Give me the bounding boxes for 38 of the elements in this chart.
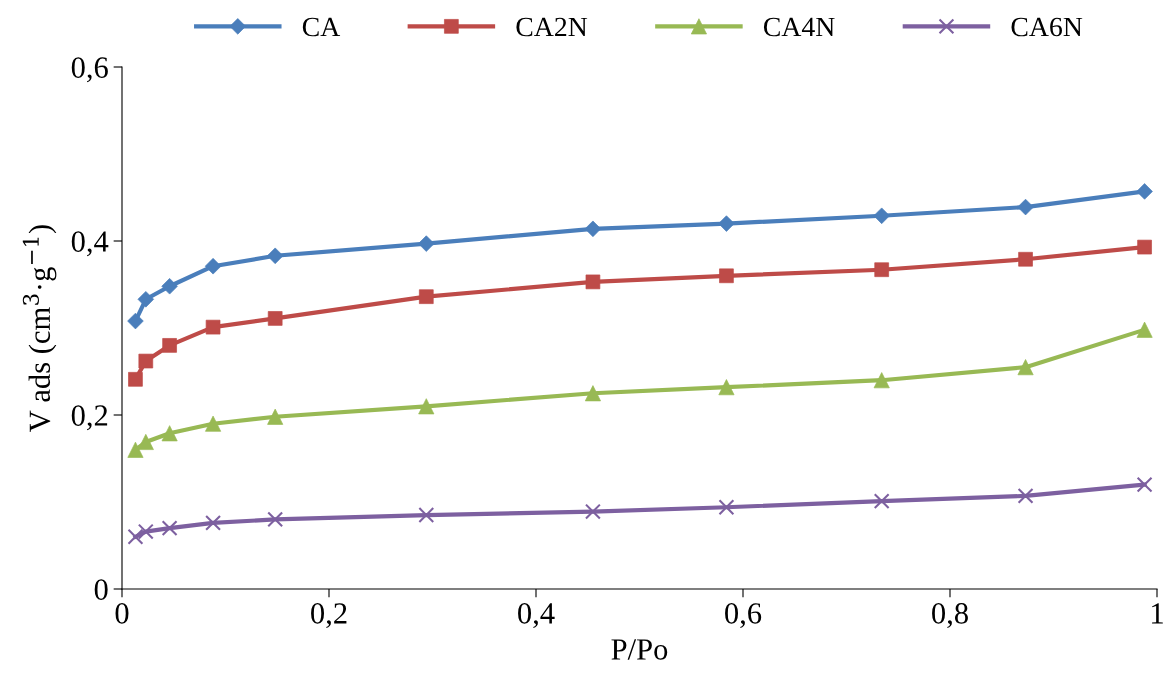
point — [584, 503, 601, 520]
point — [873, 493, 890, 510]
point — [127, 528, 144, 545]
legend-label: CA6N — [1011, 17, 1083, 37]
y-tick-label: 0,6 — [71, 57, 108, 83]
point — [161, 520, 178, 537]
x-tick-label: 0,8 — [932, 603, 968, 629]
point — [718, 499, 735, 516]
x-axis-title: P/Po — [611, 639, 668, 660]
x-tick-label: 0,6 — [725, 603, 762, 629]
x-tick-label: 0,2 — [311, 603, 347, 629]
point — [137, 523, 154, 540]
point — [138, 353, 154, 369]
legend-label: CA4N — [763, 17, 835, 37]
y-tick-label: 0 — [94, 579, 108, 600]
point — [205, 514, 222, 531]
point — [1136, 476, 1153, 493]
point — [1137, 239, 1152, 255]
point — [267, 311, 283, 326]
legend-label: CA — [302, 17, 341, 37]
point — [1017, 487, 1034, 504]
point — [161, 425, 178, 442]
y-axis-title: V ads (cm$^{3}$·g$^{−1}$) — [22, 225, 57, 432]
point — [205, 319, 221, 335]
point — [419, 289, 434, 304]
point — [137, 433, 154, 450]
x-tick-label: 0,4 — [518, 603, 555, 629]
point — [162, 338, 177, 353]
point — [127, 312, 144, 330]
legend-label: CA2N — [516, 17, 588, 37]
y-tick-label: 0,4 — [71, 231, 109, 257]
point — [418, 507, 435, 524]
point — [718, 379, 735, 396]
point — [873, 372, 890, 389]
y-tick-label: 0,2 — [71, 405, 108, 431]
x-tick-label: 1 — [1152, 603, 1163, 624]
x-tick-label: 0 — [115, 603, 129, 624]
point — [267, 511, 284, 528]
